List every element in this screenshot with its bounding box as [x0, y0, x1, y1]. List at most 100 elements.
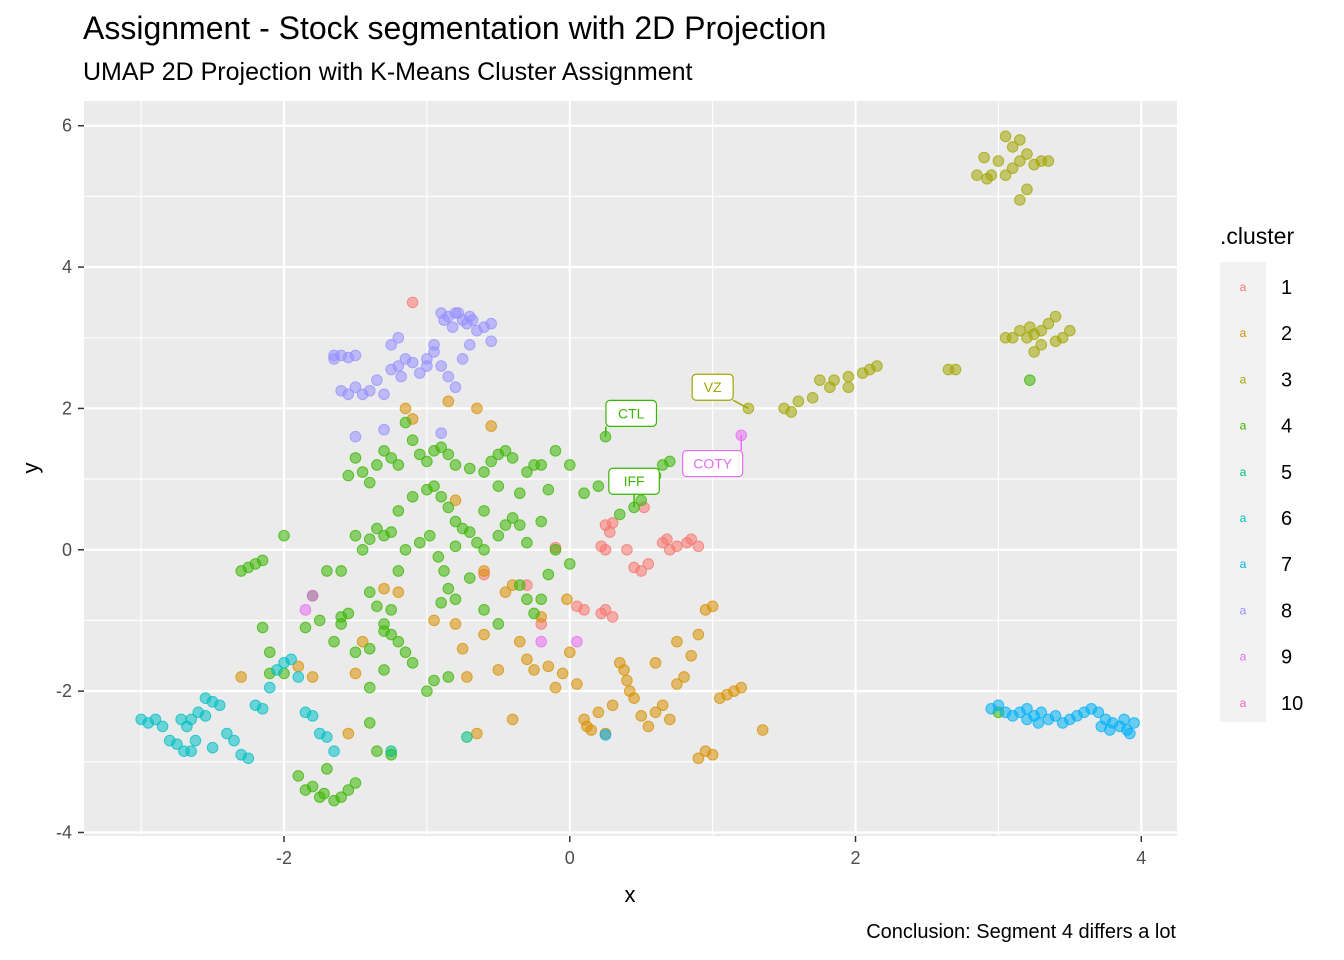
point-cluster-4 — [1024, 374, 1036, 386]
point-cluster-4 — [335, 611, 347, 623]
annotation-box — [608, 467, 660, 495]
point-cluster-6 — [175, 713, 187, 726]
point-cluster-4 — [549, 445, 562, 457]
point-cluster-2 — [399, 402, 412, 415]
point-cluster-3 — [1028, 346, 1040, 358]
x-tick-label: 2 — [851, 848, 861, 868]
legend-label: 7 — [1281, 554, 1292, 576]
point-cluster-3 — [1014, 155, 1026, 167]
point-cluster-3 — [806, 392, 819, 404]
legend-key-glyph: a — [1240, 603, 1247, 617]
point-cluster-3 — [842, 381, 855, 394]
point-cluster-2 — [635, 710, 648, 722]
point-cluster-4 — [385, 604, 397, 616]
point-cluster-6 — [171, 738, 183, 750]
point-cluster-8 — [406, 356, 419, 369]
legend-key-glyph: a — [1240, 419, 1247, 433]
point-cluster-8 — [392, 360, 405, 372]
point-cluster-1 — [606, 611, 619, 623]
point-cluster-4 — [421, 455, 433, 468]
point-cluster-4 — [506, 512, 519, 524]
point-cluster-2 — [678, 671, 690, 683]
point-cluster-6 — [199, 710, 212, 722]
point-cluster-7 — [992, 699, 1005, 712]
point-cluster-6 — [156, 720, 169, 733]
point-cluster-4 — [535, 593, 548, 606]
point-cluster-4 — [521, 536, 533, 549]
point-cluster-8 — [378, 388, 390, 401]
point-cluster-4 — [406, 657, 419, 669]
point-cluster-2 — [756, 724, 769, 736]
point-cluster-4 — [432, 551, 445, 563]
point-cluster-3 — [742, 402, 755, 415]
point-cluster-1 — [599, 604, 612, 616]
point-cluster-4 — [442, 501, 455, 514]
point-cluster-4 — [421, 685, 433, 697]
y-axis-title: y — [18, 463, 43, 474]
point-cluster-2 — [521, 653, 533, 666]
point-cluster-6 — [149, 713, 162, 726]
point-cluster-3 — [1064, 324, 1076, 337]
axis-ticks — [78, 124, 1143, 842]
point-cluster-2 — [671, 678, 683, 690]
chart-caption: Conclusion: Segment 4 differs a lot — [866, 921, 1176, 943]
point-cluster-2 — [706, 748, 719, 761]
y-tick-label: 0 — [62, 540, 72, 560]
point-cluster-4 — [478, 543, 490, 556]
point-cluster-7 — [599, 729, 612, 741]
point-cluster-2 — [428, 614, 440, 627]
point-cluster-4 — [442, 671, 455, 683]
point-cluster-5 — [461, 731, 473, 743]
point-cluster-4 — [578, 487, 590, 500]
x-axis-title: x — [625, 882, 636, 907]
point-cluster-4 — [392, 505, 405, 517]
point-cluster-4 — [563, 558, 576, 570]
legend-label: 2 — [1281, 323, 1292, 345]
point-cluster-2 — [349, 667, 362, 680]
point-cluster-2 — [585, 724, 598, 736]
point-cluster-6 — [292, 671, 305, 683]
annotation-connector — [732, 399, 749, 410]
y-tick-label: -4 — [56, 822, 72, 842]
point-cluster-4 — [385, 452, 397, 464]
point-cluster-8 — [363, 384, 376, 397]
point-cluster-7 — [1049, 710, 1062, 722]
point-cluster-4 — [356, 543, 369, 556]
point-cluster-4 — [371, 459, 383, 471]
annotation-box — [691, 373, 734, 401]
point-cluster-4 — [449, 515, 462, 528]
point-cluster-4 — [256, 621, 269, 634]
legend-key-glyph: a — [1240, 465, 1247, 479]
legend: a 1a 2a 3a 4a 5a 6a 7a 8a 9a 10 — [1220, 262, 1303, 722]
point-cluster-8 — [342, 388, 355, 401]
point-cluster-3 — [1035, 339, 1048, 351]
point-cluster-4 — [449, 540, 462, 553]
point-cluster-3 — [814, 374, 826, 386]
point-cluster-2 — [378, 582, 390, 595]
point-cluster-1 — [635, 565, 648, 577]
point-cluster-4 — [392, 459, 405, 471]
point-cluster-4 — [463, 462, 476, 475]
legend-key-glyph: a — [1240, 511, 1247, 525]
point-cluster-7 — [1035, 706, 1048, 719]
point-cluster-6 — [189, 734, 202, 747]
point-cluster-2 — [706, 600, 719, 613]
point-cluster-2 — [442, 395, 455, 408]
point-cluster-2 — [471, 727, 483, 740]
point-cluster-4 — [528, 607, 540, 620]
point-cluster-3 — [949, 363, 962, 376]
point-cluster-4 — [635, 494, 648, 507]
annotation-label: VZ — [704, 379, 722, 395]
point-cluster-2 — [392, 586, 405, 598]
point-cluster-6 — [328, 745, 340, 757]
point-cluster-4 — [438, 565, 450, 577]
point-cluster-8 — [463, 339, 476, 351]
point-cluster-4 — [449, 459, 462, 471]
point-cluster-2 — [656, 699, 669, 712]
point-cluster-2 — [663, 713, 676, 726]
point-cluster-6 — [206, 741, 219, 754]
point-cluster-4 — [406, 434, 419, 447]
